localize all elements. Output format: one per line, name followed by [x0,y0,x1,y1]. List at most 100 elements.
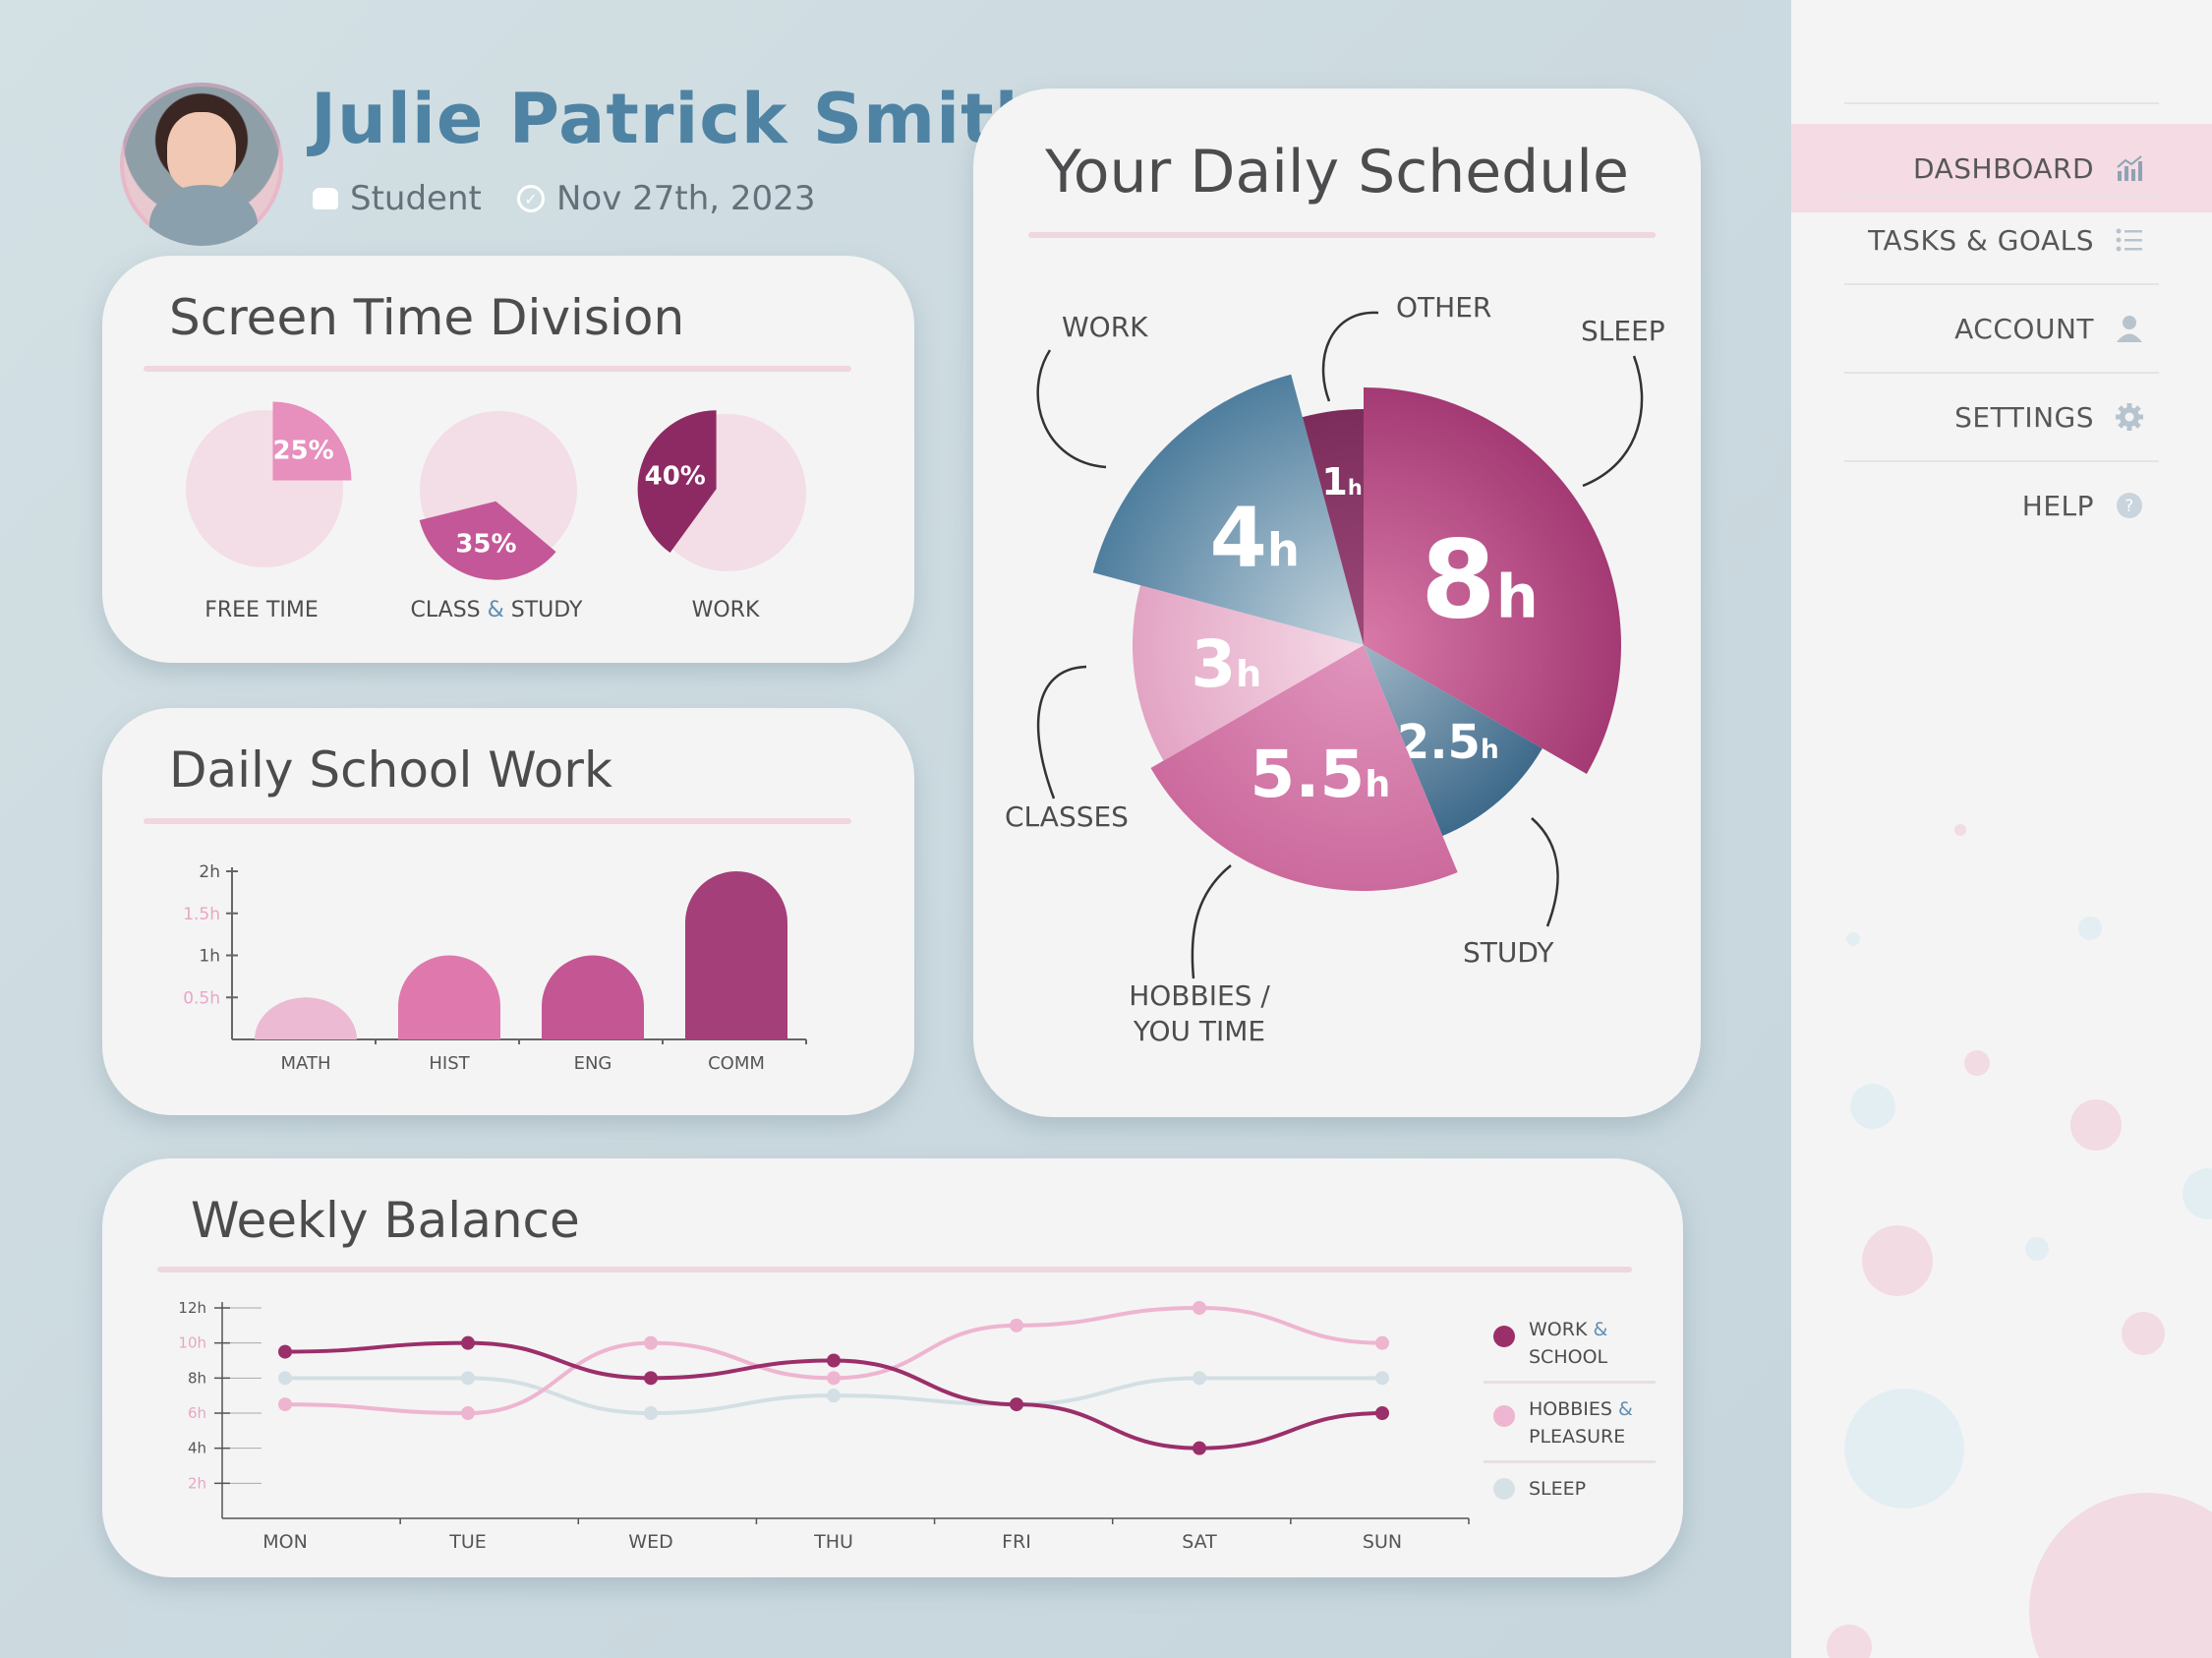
series-point [1010,1318,1023,1332]
y-tick-label: 10h [178,1334,206,1352]
pie-slice [272,401,352,481]
slice-classes [1133,585,1364,761]
y-tick-label: 0.5h [183,988,220,1008]
svg-text:?: ? [2125,497,2134,516]
series-point [461,1406,475,1420]
y-tick-label: 8h [188,1369,206,1387]
daily-schedule-card: Your Daily Schedule 8h 2.5h 5.5h 3h 4h 1h WORK… [973,89,1701,1117]
series-point [461,1371,475,1386]
callout-study-line [1531,817,1559,927]
series-point [644,1406,658,1420]
x-tick-label: MATH [281,1053,331,1074]
sidebar-item-account[interactable]: ACCOUNT [1844,283,2159,372]
y-tick-label: 2h [199,862,220,882]
decor-bubble [1844,1389,1964,1509]
title-divider [157,1267,1632,1273]
sidebar-item-label: SETTINGS [1954,400,2094,434]
decor-bubble [1846,932,1860,946]
series-point [1375,1371,1389,1386]
legend-item-work-school[interactable]: WORK & SCHOOL [1484,1304,1656,1384]
screen-time-title: Screen Time Division [169,289,685,346]
decor-bubble [2183,1168,2212,1219]
callout-hobbies-label-2: YOU TIME [1133,1015,1265,1047]
title-divider [1028,232,1656,238]
avatar[interactable] [120,83,283,246]
callout-hobbies-line [1191,864,1232,979]
slice-value-label: 1h [1321,460,1362,503]
pie-label-work: WORK [691,598,760,622]
decor-bubble [2025,1237,2049,1261]
y-tick-label: 1.5h [183,905,220,924]
x-tick-label: THU [813,1531,853,1553]
sidebar-item-label: DASHBOARD [1913,151,2094,185]
school-work-bar-chart: 2h 1.5h 1h 0.5h MATH HIST ENG COMM [183,862,807,1074]
slice-other [1302,409,1364,645]
x-tick-label: MON [262,1531,308,1553]
x-tick-label: ENG [574,1053,612,1074]
screen-time-card: Screen Time Division 25% 35% 40% FREE TIME… [102,256,914,663]
weekly-balance-card: Weekly Balance 12h 10h 8h 6h 4h 2h MON TUE WED TH… [102,1158,1683,1577]
series-point [278,1397,292,1412]
y-tick-label: 4h [188,1440,206,1457]
series-point [827,1371,841,1386]
decor-bubble [2078,917,2102,940]
legend-item-hobbies-pleasure[interactable]: HOBBIES & PLEASURE [1484,1384,1656,1463]
sidebar-item-settings[interactable]: SETTINGS [1844,372,2159,460]
series-point [1193,1441,1206,1455]
weekly-balance-line-chart: 12h 10h 8h 6h 4h 2h MON TUE WED THU FRI SAT SUN [178,1299,1470,1553]
sidebar: DASHBOARD TASKS & GOALS ACCOUNT SETTINGS… [1791,0,2212,1658]
pie-1: 35% [419,411,577,580]
callout-classes-line [1036,665,1087,799]
weekly-legend: WORK & SCHOOL HOBBIES & PLEASURE SLEEP [1484,1304,1656,1512]
sidebar-item-dashboard[interactable]: DASHBOARD [1791,124,2212,212]
daily-schedule-title: Your Daily Schedule [1045,138,1629,207]
slice-hobbies [1150,645,1458,891]
series-point [1375,1335,1389,1350]
series-point [644,1335,658,1350]
y-tick-label: 6h [188,1404,206,1422]
title-divider [144,366,851,372]
pie-percent-label: 25% [272,436,333,465]
sidebar-item-tasks-goals[interactable]: TASKS & GOALS [1844,195,2159,283]
slice-study [1364,645,1543,837]
school-work-title: Daily School Work [169,741,612,799]
decor-bubble [1964,1050,1990,1076]
chart-icon [2114,152,2145,184]
pie-percent-label: 35% [455,530,516,560]
legend-swatch [1493,1405,1515,1427]
callout-classes-label: CLASSES [1005,800,1129,833]
bar-comm [685,871,787,1039]
title-divider [144,818,851,824]
slice-value-label: 8h [1421,516,1539,642]
bar-hist [398,955,500,1039]
check-circle-icon: ✓ [517,185,545,212]
current-date: ✓ Nov 27th, 2023 [517,179,815,218]
pie-label-free-time: FREE TIME [204,598,319,622]
slice-sleep [1364,387,1621,774]
legend-swatch [1493,1326,1515,1347]
bar-math [255,997,357,1039]
sidebar-item-label: ACCOUNT [1954,312,2094,345]
decor-bubble [2122,1312,2165,1355]
series-point [1193,1371,1206,1386]
callout-other-line [1321,311,1379,402]
daily-schedule-pie-chart: 8h2.5h5.5h3h4h1hWORKOTHERSLEEPCLASSESHOB… [1005,291,1665,1047]
y-tick-label: 2h [188,1474,206,1492]
help-icon: ? [2114,490,2145,521]
decor-bubble [2029,1493,2212,1658]
series-point [827,1353,841,1368]
user-role-label: Student [350,179,482,218]
user-name: Julie Patrick Smith [311,79,1045,159]
legend-swatch [1493,1478,1515,1500]
gear-icon [2114,401,2145,433]
pie-label-class-study: CLASS & STUDY [410,598,583,622]
decor-bubble [1954,824,1966,836]
x-tick-label: HIST [429,1053,470,1074]
legend-item-sleep[interactable]: SLEEP [1484,1463,1656,1512]
sidebar-item-help[interactable]: HELP ? [1844,460,2159,549]
callout-other-label: OTHER [1396,291,1491,324]
callout-sleep-line [1582,355,1644,488]
user-role: Student [313,179,482,218]
slice-work [1092,374,1364,645]
series-point [278,1344,292,1359]
